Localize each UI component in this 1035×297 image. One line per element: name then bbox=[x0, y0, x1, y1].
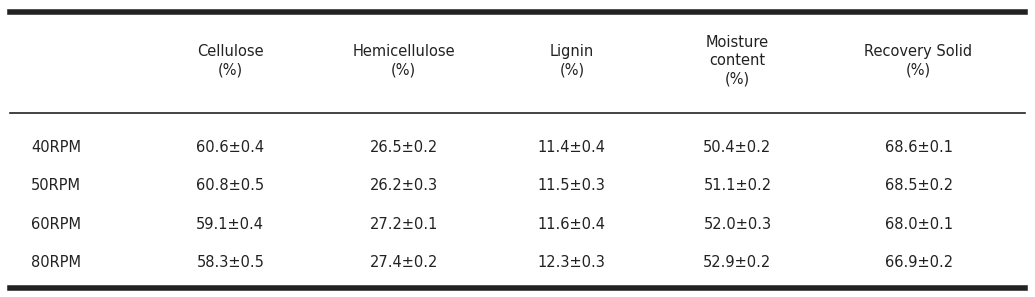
Text: 11.6±0.4: 11.6±0.4 bbox=[538, 217, 605, 232]
Text: 50RPM: 50RPM bbox=[31, 178, 81, 193]
Text: 59.1±0.4: 59.1±0.4 bbox=[197, 217, 264, 232]
Text: Cellulose
(%): Cellulose (%) bbox=[197, 44, 264, 78]
Text: 26.2±0.3: 26.2±0.3 bbox=[369, 178, 438, 193]
Text: 60.8±0.5: 60.8±0.5 bbox=[197, 178, 264, 193]
Text: 51.1±0.2: 51.1±0.2 bbox=[704, 178, 771, 193]
Text: 27.4±0.2: 27.4±0.2 bbox=[369, 255, 438, 270]
Text: 58.3±0.5: 58.3±0.5 bbox=[197, 255, 264, 270]
Text: 60RPM: 60RPM bbox=[31, 217, 81, 232]
Text: 12.3±0.3: 12.3±0.3 bbox=[538, 255, 605, 270]
Text: 66.9±0.2: 66.9±0.2 bbox=[885, 255, 952, 270]
Text: 27.2±0.1: 27.2±0.1 bbox=[369, 217, 438, 232]
Text: 11.4±0.4: 11.4±0.4 bbox=[538, 140, 605, 154]
Text: Recovery Solid
(%): Recovery Solid (%) bbox=[864, 44, 973, 78]
Text: Lignin
(%): Lignin (%) bbox=[550, 44, 594, 78]
Text: 11.5±0.3: 11.5±0.3 bbox=[538, 178, 605, 193]
Text: Hemicellulose
(%): Hemicellulose (%) bbox=[352, 44, 455, 78]
Text: 68.5±0.2: 68.5±0.2 bbox=[885, 178, 952, 193]
Text: 80RPM: 80RPM bbox=[31, 255, 81, 270]
Text: Moisture
content
(%): Moisture content (%) bbox=[706, 35, 769, 87]
Text: 40RPM: 40RPM bbox=[31, 140, 81, 154]
Text: 26.5±0.2: 26.5±0.2 bbox=[369, 140, 438, 154]
Text: 68.6±0.1: 68.6±0.1 bbox=[885, 140, 952, 154]
Text: 68.0±0.1: 68.0±0.1 bbox=[885, 217, 952, 232]
Text: 60.6±0.4: 60.6±0.4 bbox=[197, 140, 264, 154]
Text: 52.9±0.2: 52.9±0.2 bbox=[704, 255, 771, 270]
Text: 52.0±0.3: 52.0±0.3 bbox=[704, 217, 771, 232]
Text: 50.4±0.2: 50.4±0.2 bbox=[704, 140, 771, 154]
